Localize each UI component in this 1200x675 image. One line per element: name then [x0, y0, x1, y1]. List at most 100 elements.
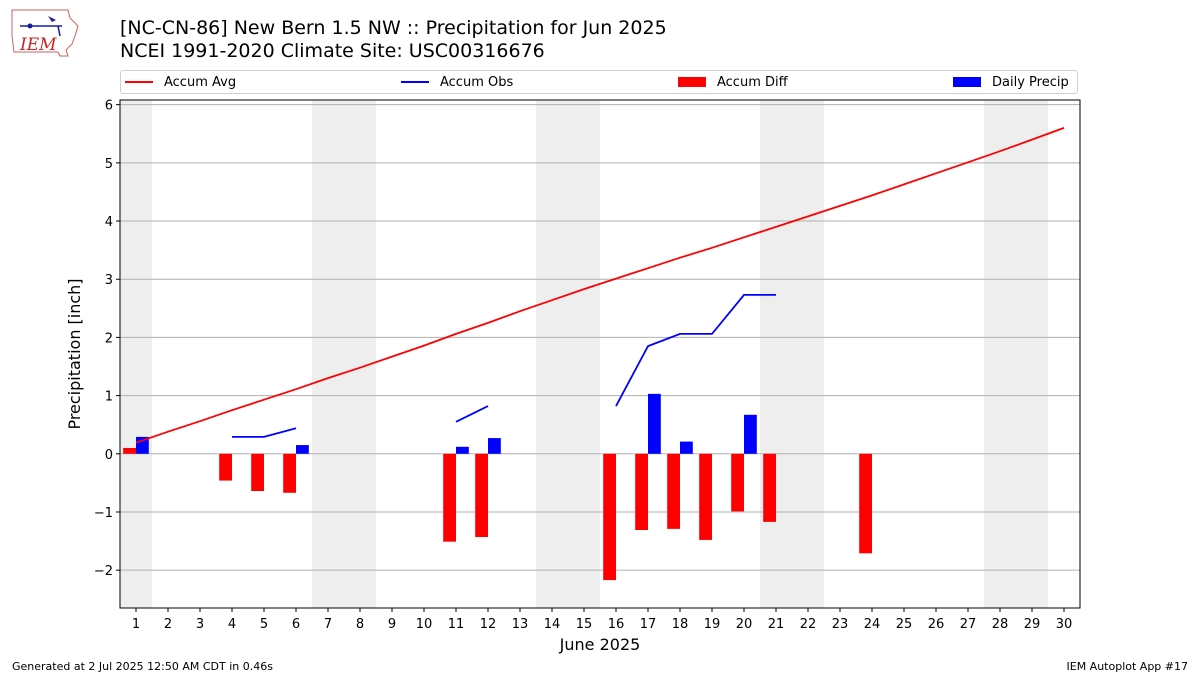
weekend-band	[536, 100, 568, 608]
accum-diff-bar	[859, 453, 872, 554]
x-tick-label: 28	[992, 617, 1009, 632]
legend-label-accum-avg: Accum Avg	[164, 74, 237, 90]
daily-precip-bar	[488, 438, 501, 454]
y-axis-ticks: −2 −1 0 1 2 3 4 5 6	[94, 99, 120, 579]
app-credit: IEM Autoplot App #17	[1066, 660, 1189, 673]
legend-swatch-accum-diff	[678, 77, 706, 87]
weekend-band	[120, 100, 152, 608]
weekend-band	[1016, 100, 1048, 608]
chart-title: [NC-CN-86] New Bern 1.5 NW :: Precipitat…	[120, 17, 667, 39]
accum-diff-bar	[283, 453, 296, 493]
x-tick-label: 20	[736, 617, 753, 632]
x-tick-label: 12	[480, 617, 497, 632]
y-tick-label: 6	[105, 99, 113, 114]
x-tick-label: 13	[512, 617, 529, 632]
accum-diff-bar	[219, 453, 232, 481]
x-tick-label: 6	[292, 617, 300, 632]
legend-item-accum-obs: Accum Obs	[401, 71, 513, 93]
accum-obs-line	[232, 427, 297, 438]
accum-diff-bar	[603, 453, 616, 581]
x-tick-label: 27	[960, 617, 977, 632]
y-tick-label: −1	[94, 506, 113, 521]
x-tick-label: 18	[672, 617, 689, 632]
weekend-band	[984, 100, 1016, 608]
x-tick-label: 9	[388, 617, 396, 632]
x-tick-label: 7	[324, 617, 332, 632]
accum-diff-bar	[699, 453, 712, 540]
chart-subtitle: NCEI 1991-2020 Climate Site: USC00316676	[120, 40, 545, 62]
legend-label-accum-diff: Accum Diff	[717, 74, 788, 90]
x-tick-label: 4	[228, 617, 236, 632]
svg-text:IEM: IEM	[19, 35, 57, 55]
weekend-band	[568, 100, 600, 608]
legend-swatch-daily-precip	[953, 77, 981, 87]
y-tick-label: 1	[105, 390, 113, 405]
accum-diff-bar	[635, 453, 648, 531]
y-tick-label: −2	[94, 564, 113, 579]
x-axis-label: June 2025	[559, 635, 641, 654]
x-tick-label: 17	[640, 617, 657, 632]
legend-item-accum-diff: Accum Diff	[678, 71, 788, 93]
x-tick-label: 1	[132, 617, 140, 632]
weekend-shading	[120, 100, 1048, 608]
x-tick-label: 21	[768, 617, 785, 632]
accum-diff-bar	[123, 447, 136, 454]
x-tick-label: 26	[928, 617, 945, 632]
accum-diff-bar	[731, 453, 744, 512]
legend-swatch-accum-obs	[401, 81, 429, 83]
x-tick-label: 29	[1024, 617, 1041, 632]
iem-logo: IEM	[11, 9, 79, 57]
legend-item-accum-avg: Accum Avg	[125, 71, 236, 93]
y-tick-label: 5	[105, 157, 113, 172]
x-tick-label: 11	[448, 617, 465, 632]
weekend-band	[312, 100, 344, 608]
grid-lines	[120, 104, 1080, 571]
x-tick-label: 22	[800, 617, 817, 632]
x-tick-label: 5	[260, 617, 268, 632]
daily-precip-bar	[296, 445, 309, 454]
weekend-band	[760, 100, 792, 608]
x-tick-label: 10	[416, 617, 433, 632]
x-tick-label: 19	[704, 617, 721, 632]
y-tick-label: 0	[105, 448, 113, 463]
daily-precip-bar	[680, 441, 693, 454]
accum-diff-bar	[443, 453, 456, 542]
x-axis-ticks: 1 2 3 4 5 6 7 8 9 10 11 12 13 14 15 16 17 18 19 20 21 22 23 24 2…	[132, 608, 1072, 632]
x-tick-label: 23	[832, 617, 849, 632]
x-tick-label: 16	[608, 617, 625, 632]
accum-avg-line	[135, 127, 1065, 444]
x-tick-label: 3	[196, 617, 204, 632]
x-tick-label: 24	[864, 617, 881, 632]
bars	[123, 393, 872, 581]
accum-diff-bar	[251, 453, 264, 492]
accum-diff-bar	[667, 453, 680, 529]
lines	[135, 127, 1065, 444]
y-tick-label: 4	[105, 215, 113, 230]
legend-label-daily-precip: Daily Precip	[992, 74, 1069, 90]
x-tick-label: 25	[896, 617, 913, 632]
accum-obs-line	[455, 405, 489, 423]
daily-precip-bar	[136, 436, 149, 454]
x-tick-label: 30	[1056, 617, 1073, 632]
legend-swatch-accum-avg	[125, 81, 153, 83]
accum-diff-bar	[475, 453, 488, 538]
x-tick-label: 8	[356, 617, 364, 632]
legend-label-accum-obs: Accum Obs	[440, 74, 514, 90]
accum-diff-bar	[763, 453, 776, 522]
legend-item-daily-precip: Daily Precip	[953, 71, 1069, 93]
daily-precip-bar	[648, 393, 661, 454]
y-tick-label: 2	[105, 331, 113, 346]
x-tick-label: 2	[164, 617, 172, 632]
chart-legend: Accum Avg Accum Obs Accum Diff Daily Pre…	[120, 70, 1078, 94]
x-tick-label: 15	[576, 617, 593, 632]
iowa-outline-icon	[11, 9, 79, 57]
weekend-band	[344, 100, 376, 608]
generated-note: Generated at 2 Jul 2025 12:50 AM CDT in …	[12, 660, 273, 673]
accum-obs-line	[615, 293, 776, 407]
weekend-band	[792, 100, 824, 608]
plot-frame	[119, 99, 1081, 609]
y-tick-label: 3	[105, 273, 113, 288]
daily-precip-bar	[744, 414, 757, 454]
x-tick-label: 14	[544, 617, 561, 632]
